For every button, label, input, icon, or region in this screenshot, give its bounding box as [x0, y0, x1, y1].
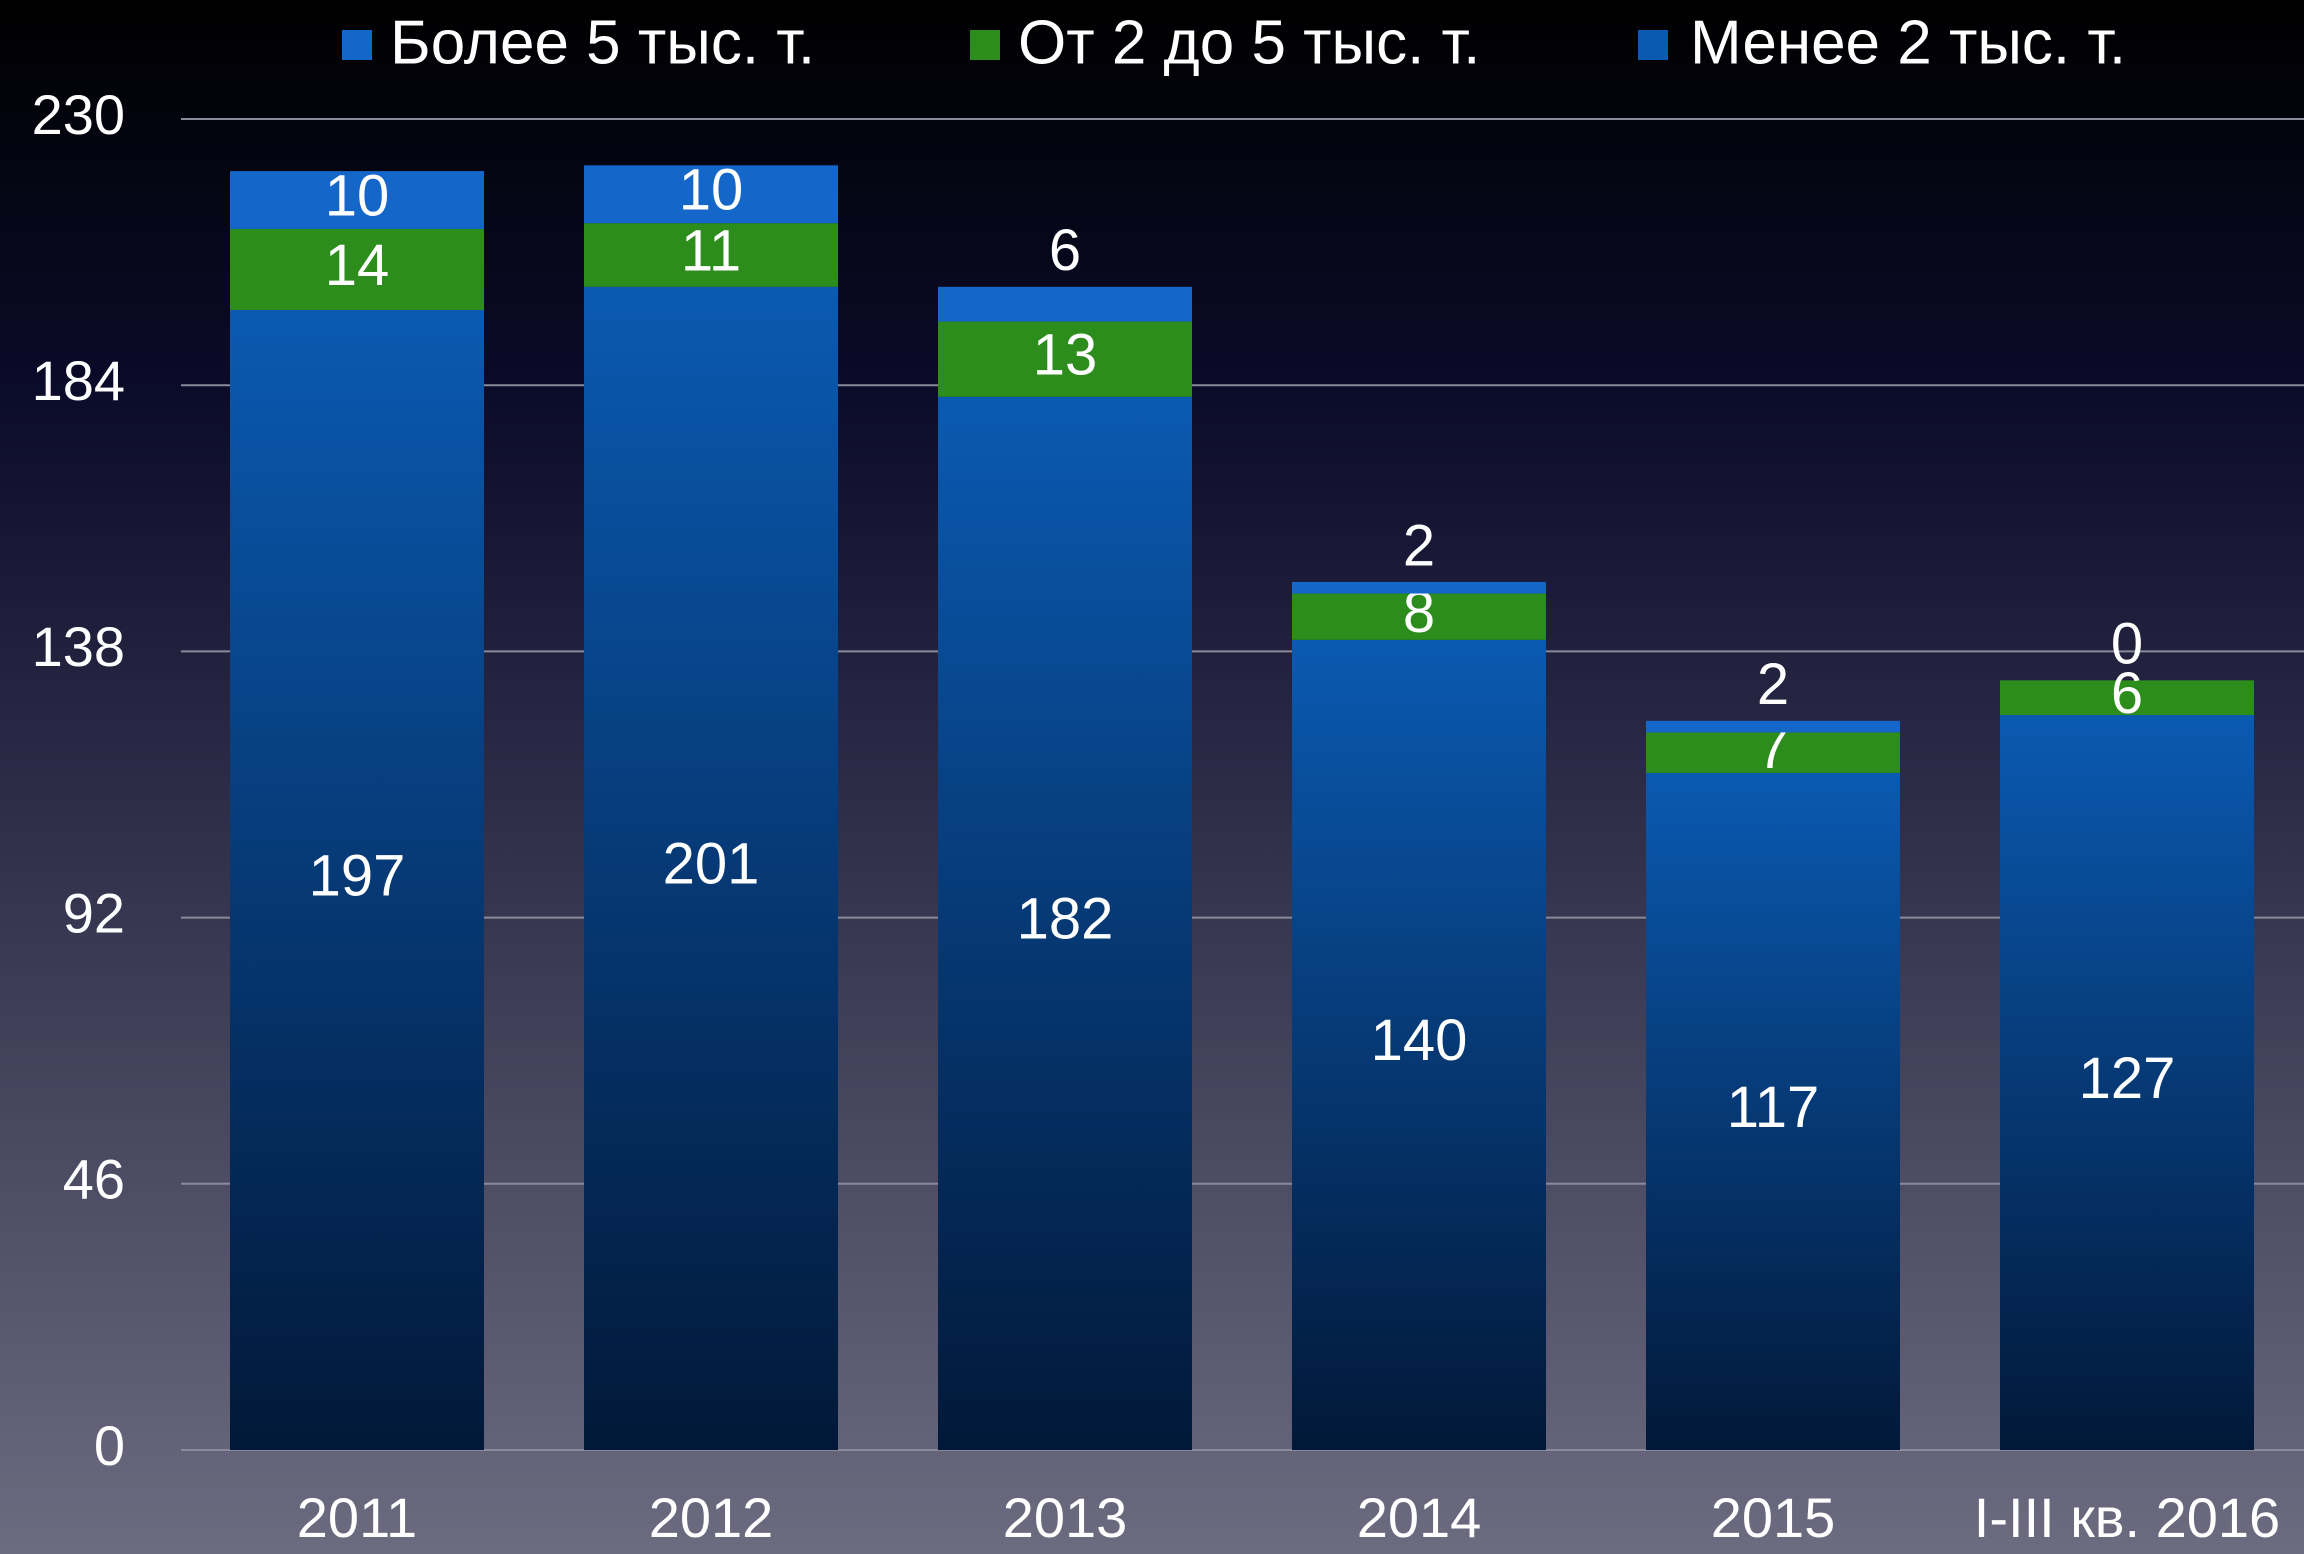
data-label: 182: [1017, 887, 1114, 952]
data-label: 0: [2111, 612, 2143, 677]
data-label: 14: [325, 233, 390, 298]
data-label: 13: [1033, 322, 1098, 387]
bar-segment: [1646, 720, 1900, 733]
x-tick-label: 2011: [297, 1486, 417, 1549]
x-tick-label: 2013: [1003, 1486, 1128, 1549]
x-tick-label: 2015: [1711, 1486, 1836, 1549]
data-label: 6: [1049, 218, 1081, 283]
bar-segment: [1292, 639, 1546, 1450]
x-tick-label: 2014: [1357, 1486, 1482, 1549]
legend-marker: [342, 30, 372, 60]
bar-segment: [230, 228, 484, 310]
bar-segment: [1292, 581, 1546, 594]
x-tick-label: I-III кв. 2016: [1974, 1486, 2280, 1549]
legend-label: Более 5 тыс. т.: [390, 8, 815, 77]
y-tick-label: 138: [32, 615, 125, 678]
bar-segment: [938, 286, 1192, 322]
bar-segment: [938, 396, 1192, 1450]
bar-segment: [584, 165, 838, 224]
data-label: 117: [1727, 1075, 1819, 1140]
y-tick-label: 46: [63, 1148, 125, 1211]
y-tick-label: 184: [32, 349, 125, 412]
legend-marker: [970, 30, 1000, 60]
data-label: 197: [309, 843, 406, 908]
bar-segment: [938, 321, 1192, 397]
data-label: 2: [1403, 513, 1435, 578]
x-tick-label: 2012: [649, 1486, 774, 1549]
bar-segment: [1292, 593, 1546, 640]
data-label: 11: [681, 218, 741, 283]
bar-segment: [230, 171, 484, 229]
data-label: 140: [1371, 1008, 1468, 1073]
data-label: 201: [663, 832, 760, 897]
data-label: 6: [2111, 661, 2143, 726]
y-tick-label: 92: [63, 881, 125, 944]
legend-label: Менее 2 тыс. т.: [1690, 8, 2126, 77]
y-tick-label: 0: [94, 1414, 125, 1477]
y-tick-label: 230: [32, 83, 125, 146]
bar-segment: [1646, 772, 1900, 1450]
bar-segment: [230, 309, 484, 1450]
bar-segment: [2000, 680, 2254, 716]
bar-segment: [584, 286, 838, 1450]
legend-marker: [1638, 30, 1668, 60]
data-label: 2: [1757, 652, 1789, 717]
bar-segment: [584, 223, 838, 287]
legend-label: От 2 до 5 тыс. т.: [1018, 8, 1480, 77]
data-label: 10: [325, 163, 390, 228]
bar-segment: [1646, 732, 1900, 773]
bar-segment: [2000, 715, 2254, 1450]
data-label: 127: [2079, 1046, 2176, 1111]
data-label: 10: [679, 158, 744, 223]
